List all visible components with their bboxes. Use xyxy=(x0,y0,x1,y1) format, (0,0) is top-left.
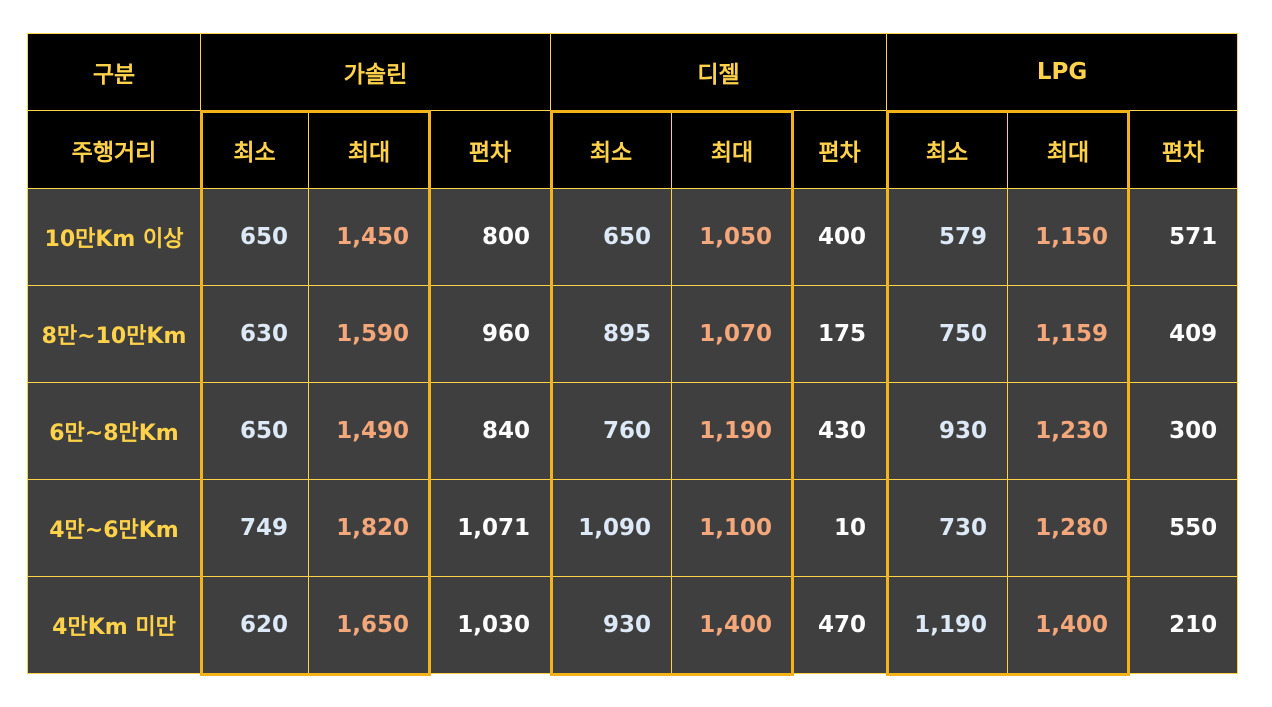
header-gasoline-deviation: 편차 xyxy=(428,110,552,189)
gasoline-deviation-cell: 840 xyxy=(428,382,552,480)
diesel-max-cell: 1,070 xyxy=(671,285,794,383)
table-row: 4만Km 미만 620 1,650 1,030 930 1,400 470 1,… xyxy=(27,576,1239,674)
diesel-max-cell: 1,050 xyxy=(671,188,794,286)
gasoline-max-cell: 1,820 xyxy=(308,479,430,577)
lpg-deviation-cell: 550 xyxy=(1128,479,1239,577)
price-table-container: 구분 가솔린 디젤 LPG 주행거리 최소 최대 편차 최소 최대 편차 최소 … xyxy=(27,33,1239,674)
diesel-max-cell: 1,190 xyxy=(671,382,794,480)
lpg-min-cell: 750 xyxy=(886,285,1009,383)
gasoline-min-cell: 620 xyxy=(200,576,309,674)
header-row-metric: 주행거리 최소 최대 편차 최소 최대 편차 최소 최대 편차 xyxy=(27,110,1239,189)
gasoline-min-cell: 650 xyxy=(200,188,309,286)
diesel-deviation-cell: 10 xyxy=(792,479,888,577)
diesel-deviation-cell: 470 xyxy=(792,576,888,674)
lpg-max-cell: 1,159 xyxy=(1007,285,1130,383)
gasoline-deviation-cell: 1,071 xyxy=(428,479,552,577)
table-row: 6만~8만Km 650 1,490 840 760 1,190 430 930 … xyxy=(27,382,1239,480)
gasoline-deviation-cell: 1,030 xyxy=(428,576,552,674)
header-category: 구분 xyxy=(27,33,201,111)
header-fuel-diesel: 디젤 xyxy=(550,33,888,111)
lpg-deviation-cell: 210 xyxy=(1128,576,1239,674)
diesel-max-cell: 1,100 xyxy=(671,479,794,577)
header-fuel-lpg: LPG xyxy=(886,33,1239,111)
header-diesel-max: 최대 xyxy=(671,110,794,189)
diesel-deviation-cell: 430 xyxy=(792,382,888,480)
table-row: 10만Km 이상 650 1,450 800 650 1,050 400 579… xyxy=(27,188,1239,286)
header-row-fuel: 구분 가솔린 디젤 LPG xyxy=(27,33,1239,111)
diesel-max-cell: 1,400 xyxy=(671,576,794,674)
header-diesel-min: 최소 xyxy=(550,110,673,189)
lpg-max-cell: 1,280 xyxy=(1007,479,1130,577)
gasoline-max-cell: 1,650 xyxy=(308,576,430,674)
header-lpg-min: 최소 xyxy=(886,110,1009,189)
gasoline-max-cell: 1,490 xyxy=(308,382,430,480)
lpg-min-cell: 930 xyxy=(886,382,1009,480)
gasoline-max-cell: 1,450 xyxy=(308,188,430,286)
header-lpg-max: 최대 xyxy=(1007,110,1130,189)
header-diesel-deviation: 편차 xyxy=(792,110,888,189)
lpg-max-cell: 1,150 xyxy=(1007,188,1130,286)
row-label: 10만Km 이상 xyxy=(27,188,201,286)
gasoline-min-cell: 749 xyxy=(200,479,309,577)
diesel-min-cell: 895 xyxy=(550,285,673,383)
lpg-deviation-cell: 409 xyxy=(1128,285,1239,383)
diesel-deviation-cell: 175 xyxy=(792,285,888,383)
gasoline-max-cell: 1,590 xyxy=(308,285,430,383)
lpg-min-cell: 730 xyxy=(886,479,1009,577)
lpg-min-cell: 1,190 xyxy=(886,576,1009,674)
lpg-max-cell: 1,230 xyxy=(1007,382,1130,480)
table-row: 4만~6만Km 749 1,820 1,071 1,090 1,100 10 7… xyxy=(27,479,1239,577)
header-gasoline-min: 최소 xyxy=(200,110,309,189)
diesel-min-cell: 650 xyxy=(550,188,673,286)
table-row: 8만~10만Km 630 1,590 960 895 1,070 175 750… xyxy=(27,285,1239,383)
diesel-min-cell: 1,090 xyxy=(550,479,673,577)
diesel-min-cell: 760 xyxy=(550,382,673,480)
row-label: 6만~8만Km xyxy=(27,382,201,480)
gasoline-min-cell: 630 xyxy=(200,285,309,383)
diesel-deviation-cell: 400 xyxy=(792,188,888,286)
gasoline-deviation-cell: 800 xyxy=(428,188,552,286)
diesel-min-cell: 930 xyxy=(550,576,673,674)
lpg-max-cell: 1,400 xyxy=(1007,576,1130,674)
header-gasoline-max: 최대 xyxy=(308,110,430,189)
row-label: 4만~6만Km xyxy=(27,479,201,577)
lpg-deviation-cell: 571 xyxy=(1128,188,1239,286)
lpg-min-cell: 579 xyxy=(886,188,1009,286)
header-distance: 주행거리 xyxy=(27,110,201,189)
header-lpg-deviation: 편차 xyxy=(1128,110,1239,189)
gasoline-min-cell: 650 xyxy=(200,382,309,480)
fuel-price-table: 구분 가솔린 디젤 LPG 주행거리 최소 최대 편차 최소 최대 편차 최소 … xyxy=(27,33,1239,674)
header-fuel-gasoline: 가솔린 xyxy=(199,33,552,111)
gasoline-deviation-cell: 960 xyxy=(428,285,552,383)
lpg-deviation-cell: 300 xyxy=(1128,382,1239,480)
row-label: 4만Km 미만 xyxy=(27,576,201,674)
row-label: 8만~10만Km xyxy=(27,285,201,383)
